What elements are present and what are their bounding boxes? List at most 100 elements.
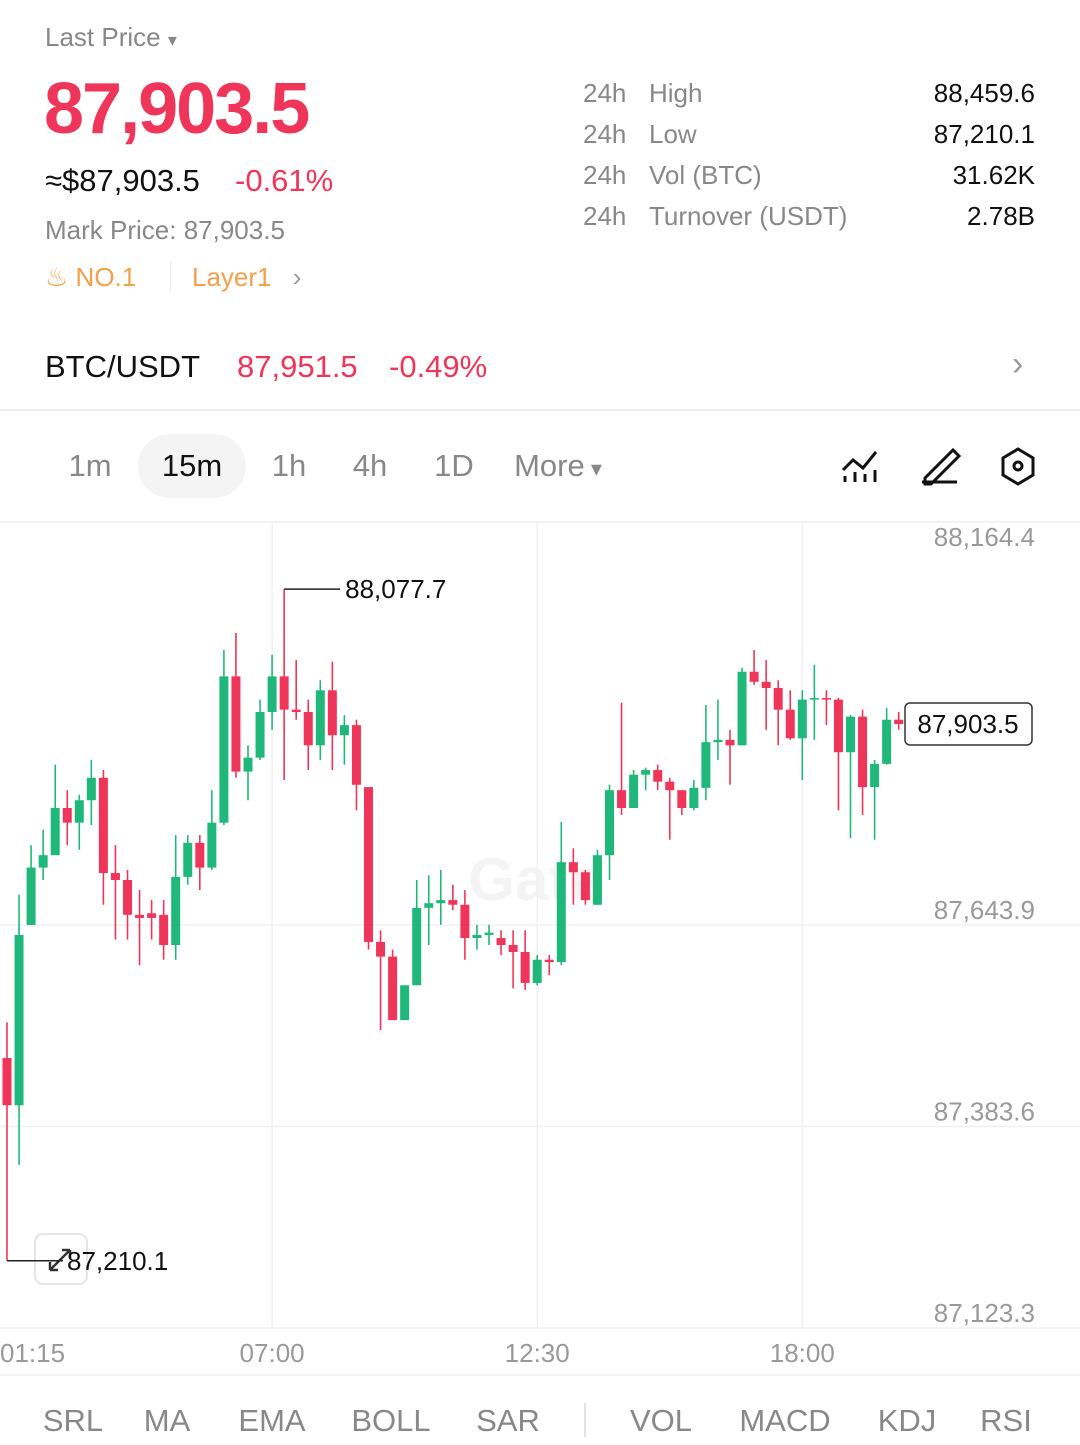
candle-body (665, 781, 675, 791)
tag[interactable]: Layer1 › (192, 262, 301, 293)
candle-body (26, 867, 36, 925)
candle-body (86, 777, 96, 801)
stat-period: 24h (583, 78, 627, 108)
candle-body (689, 787, 699, 808)
dropdown-caret: ▾ (584, 456, 602, 481)
candle-body (556, 862, 566, 963)
candle-body (629, 774, 639, 808)
pair-name[interactable]: BTC/USDT (45, 349, 200, 384)
separator (170, 262, 171, 292)
stat-period: 24h (583, 119, 627, 149)
candle-body (38, 855, 48, 868)
candle-body (858, 716, 868, 788)
indicator-tab[interactable]: SRL (42, 1403, 104, 1438)
chevron[interactable]: › (1012, 345, 1024, 383)
candle-body (183, 842, 193, 877)
x-tick-label: 07:00 (240, 1338, 305, 1368)
candle-body (159, 914, 169, 946)
candle-body (171, 876, 181, 946)
candle-body (701, 742, 711, 788)
indicator-tab[interactable]: VOL (629, 1403, 693, 1438)
candle-body (677, 790, 687, 808)
candle-body (882, 719, 892, 764)
usd-price: ≈$87,903.5 (45, 163, 200, 198)
x-tick-label: 18:00 (770, 1338, 835, 1368)
indicator-tab[interactable]: MA (143, 1403, 191, 1438)
candle-body (62, 807, 72, 823)
candle-body (400, 985, 410, 1021)
timeframe-tab[interactable]: More ▾ (514, 448, 602, 483)
stat-value: 2.78B (967, 201, 1035, 231)
x-tick-label: 12:30 (505, 1338, 570, 1368)
label: Mark Price: (45, 215, 177, 245)
candle-body (2, 1058, 12, 1106)
candle-body (773, 687, 783, 710)
y-tick-label: 87,383.6 (934, 1096, 1035, 1126)
indicator-tab[interactable]: MACD (739, 1403, 831, 1438)
candle-body (532, 959, 542, 983)
label: Last Price (45, 22, 161, 52)
draw-icon[interactable] (922, 447, 962, 486)
candle-body (123, 879, 132, 915)
timeframe-tab[interactable]: 1m (68, 448, 112, 483)
candle-body (496, 938, 506, 946)
indicator-tab[interactable]: BOLL (351, 1403, 431, 1438)
stat-label: Turnover (USDT) (649, 201, 848, 231)
candle-body (195, 842, 205, 868)
settings-icon-dot (1012, 460, 1024, 472)
candle-body (544, 959, 554, 963)
tag-text: Layer1 (192, 262, 272, 292)
expand-icon (48, 1248, 72, 1272)
indicator-tab[interactable]: SAR (476, 1403, 540, 1438)
indicator-tab[interactable]: KDJ (877, 1403, 937, 1438)
candle-body (894, 719, 904, 724)
candle-body (255, 711, 265, 758)
candle-body (592, 855, 602, 905)
last-price-label[interactable]: Last Price ▾ (45, 22, 177, 53)
timeframe-tab[interactable]: 4h (352, 448, 388, 483)
y-tick-label: 88,164.4 (934, 522, 1035, 552)
candle-body (846, 716, 855, 753)
candle-body (580, 872, 590, 901)
candle-body (147, 913, 157, 918)
candle-body (785, 709, 795, 739)
stat-value: 31.62K (952, 160, 1035, 190)
timeframe-tab[interactable]: 15m (137, 434, 247, 498)
indicator-tab[interactable]: RSI (980, 1403, 1032, 1438)
candle-body (605, 790, 614, 856)
candle-body (279, 676, 289, 710)
last-price-box (904, 702, 1033, 746)
candle-body (267, 676, 277, 712)
fire-icon: ♨ (45, 262, 69, 292)
candle-body (424, 903, 434, 908)
candle-body (725, 739, 735, 746)
candle-body (797, 699, 807, 739)
candle-body (303, 711, 313, 746)
candle-body (315, 690, 325, 746)
tag[interactable]: ♨ NO.1 (45, 262, 136, 293)
candle-body (617, 790, 627, 808)
mark-price: Mark Price: 87,903.5 (45, 215, 285, 246)
stat-label: Vol (BTC) (649, 160, 762, 190)
chevron: › (292, 262, 302, 292)
timeframe-tab[interactable]: 1D (434, 448, 474, 483)
indicator-icon[interactable] (841, 451, 878, 482)
dropdown-caret: ▾ (167, 30, 177, 50)
candle-body (448, 900, 458, 905)
indicator-tab[interactable]: EMA (238, 1403, 306, 1438)
settings-icon[interactable] (1001, 447, 1035, 486)
timeframe-tab[interactable]: 1h (271, 448, 307, 483)
last-price-label: 87,903.5 (917, 709, 1018, 739)
y-tick-label: 87,643.9 (934, 895, 1035, 925)
candle-body (713, 739, 723, 743)
value: 87,903.5 (183, 215, 285, 245)
candle-body (809, 698, 819, 700)
stat-period: 24h (583, 201, 627, 231)
max-label: 88,077.7 (345, 574, 446, 604)
candle-body (436, 900, 446, 904)
candle-body (460, 904, 470, 939)
candle-body (821, 698, 831, 700)
candle-body (472, 934, 482, 939)
x-tick-label: 01:15 (0, 1338, 65, 1368)
